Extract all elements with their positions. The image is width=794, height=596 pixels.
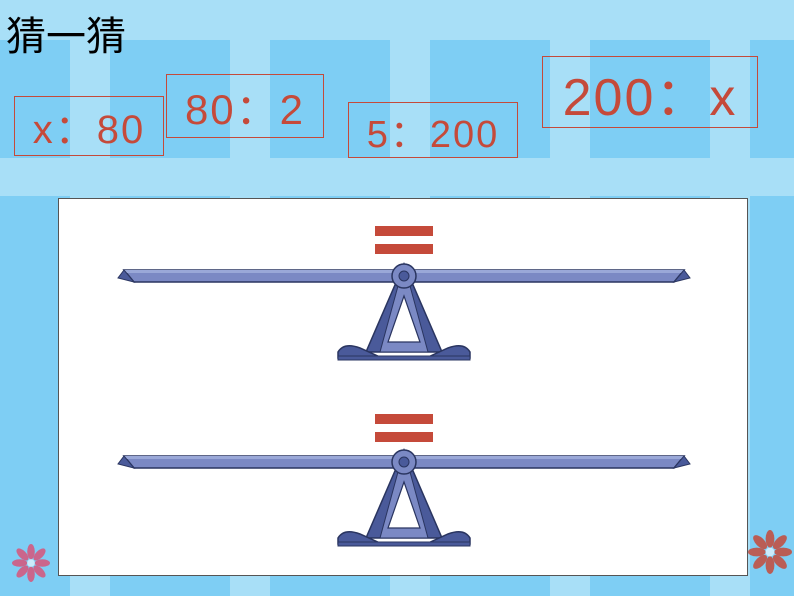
flower-icon [12, 544, 50, 582]
balance-scale-0 [84, 214, 724, 384]
flower-decoration-1 [748, 530, 792, 579]
ratio-box-1[interactable]: 80：2 [166, 74, 324, 138]
balance-scale-svg [84, 210, 724, 380]
ratio-text: 5：200 [367, 103, 500, 158]
ratio-box-3[interactable]: 200：x [542, 56, 758, 128]
balance-scale-1 [84, 406, 724, 576]
flower-decoration-0 [12, 544, 50, 587]
ratio-text: 200：x [563, 55, 738, 130]
ratio-box-0[interactable]: x：80 [14, 96, 164, 156]
page-title: 猜一猜 [6, 4, 126, 62]
ratio-box-2[interactable]: 5：200 [348, 102, 518, 158]
flower-icon [748, 530, 792, 574]
ratio-text: 80：2 [185, 76, 305, 137]
ratio-text: x：80 [33, 97, 146, 155]
balance-scale-svg [84, 396, 724, 566]
